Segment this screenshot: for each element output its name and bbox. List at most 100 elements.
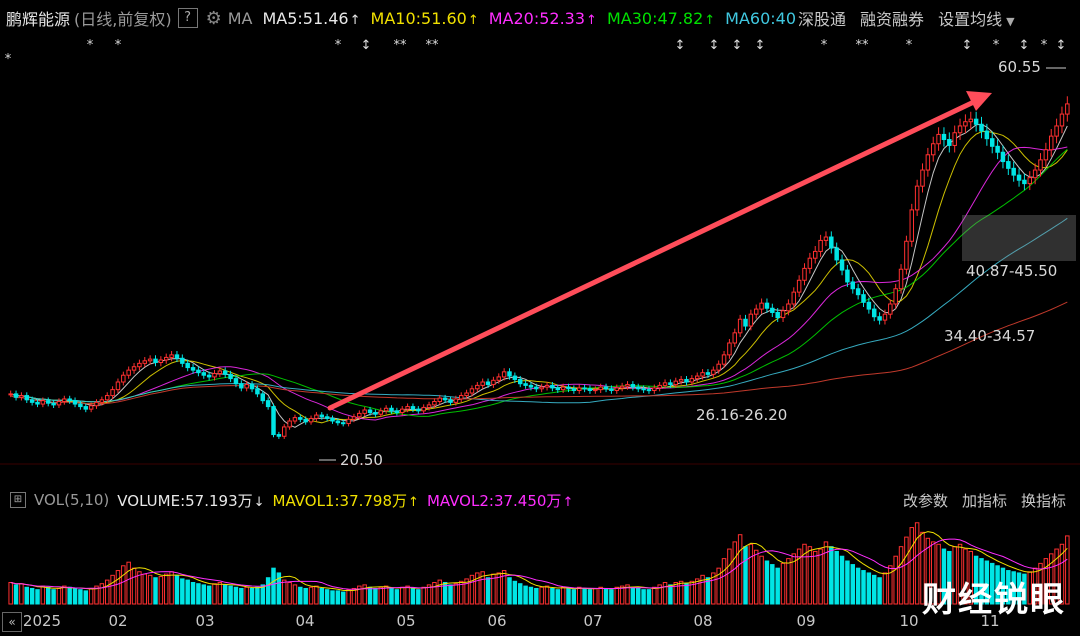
candle-body [62,398,67,402]
candle [163,353,169,364]
candle-body [888,303,893,315]
event-star-icon[interactable]: * [4,52,12,67]
volume-chart[interactable] [0,514,1080,606]
candle-body [142,360,148,364]
candle [281,424,287,439]
ma-settings-button[interactable]: 设置均线 ▼ [938,6,1014,30]
candle-body [206,374,212,378]
event-star-icon[interactable]: * [114,38,122,53]
candle-body [1006,161,1011,169]
candle [67,395,72,404]
candle-body [791,291,797,305]
candle [641,385,646,393]
event-star-icon[interactable]: * [992,38,1000,53]
volume-bar [678,580,684,605]
volume-bar [378,586,384,605]
candle [40,397,46,408]
candle-body [287,420,292,428]
event-arrow-icon[interactable]: ↕ [961,38,973,53]
event-arrow-icon[interactable]: ↕ [1055,38,1067,53]
candle-body [598,386,603,391]
candle [534,383,539,393]
candle [346,416,351,427]
candle-body [587,388,593,391]
chart-mode[interactable]: (日线,前复权) [74,10,172,29]
volume-bar [153,577,158,605]
expand-icon[interactable]: ⊞ [10,492,26,508]
x-tick-label: 03 [195,612,215,630]
candle [555,384,561,393]
candle [759,298,764,314]
event-star-icon[interactable]: * [1040,38,1048,53]
zone-low-label: 26.16-26.20 [696,406,788,424]
event-arrow-icon[interactable]: ↕ [708,38,720,53]
candle-body [83,406,89,410]
event-star-icon[interactable]: * [820,38,828,53]
gear-icon[interactable]: ⚙ [205,7,222,29]
volume-bar [1016,572,1022,605]
candle-body [979,123,984,132]
candle-body [871,308,877,318]
candle [394,407,400,416]
volume-bar [598,586,603,605]
event-star-icon[interactable]: * [905,38,913,53]
candle-body [528,384,534,388]
stock-name[interactable]: 鹏辉能源 [6,10,71,29]
volume-bar [544,585,550,605]
volume-bar [507,577,512,605]
event-star-icon[interactable]: * [86,38,94,53]
event-arrow-icon[interactable]: ↕ [1018,38,1030,53]
volume-bar [839,555,845,605]
hk-connect-link[interactable]: 深股通 [798,10,847,29]
volume-bar [700,574,705,605]
candle [169,351,174,362]
volume-bar [442,582,448,605]
candle [389,405,394,414]
event-star-icon[interactable]: ** [425,38,439,53]
candle-body [550,384,555,389]
volume-bar [281,579,287,605]
x-tick-label: 11 [980,612,1000,630]
candle [571,385,577,394]
volume-bar [314,585,319,605]
candle [405,403,410,413]
scroll-left-icon[interactable]: « [2,612,22,632]
volume-bar [619,585,625,605]
event-arrow-icon[interactable]: ↕ [731,38,743,53]
volume-bar [367,586,373,605]
volume-bar [979,558,984,605]
volume-bar [582,587,587,605]
candle [646,386,652,394]
edit-params-button[interactable]: 改参数 [902,491,948,510]
help-button[interactable]: ? [177,8,198,28]
event-arrow-icon[interactable]: ↕ [754,38,766,53]
switch-indicator-button[interactable]: 换指标 [1020,491,1066,510]
add-indicator-button[interactable]: 加指标 [961,491,1007,510]
volume-bar [330,590,335,605]
candle [56,398,62,409]
candle-body [517,378,523,385]
candle-body [705,372,711,375]
candle-body [110,389,115,397]
candle-body [576,387,582,391]
volume-arrow-icon: ↓ [253,494,265,510]
candle [871,304,877,322]
volume-bar [496,572,502,605]
volume-bar [217,582,223,605]
margin-trading-link[interactable]: 融资融券 [860,10,925,29]
event-arrow-icon[interactable]: ↕ [360,38,372,53]
price-high-label: 60.55 [998,58,1041,76]
candle [378,407,384,418]
event-star-icon[interactable]: ** [393,38,407,53]
candle-body [957,125,963,134]
vol-indicator-name[interactable]: VOL(5,10) [34,491,110,509]
volume-bar [104,579,110,605]
event-arrow-icon[interactable]: ↕ [674,38,686,53]
event-star-icon[interactable]: ** [855,38,869,53]
mavol1-arrow-icon: ↑ [408,494,419,510]
candlestick-chart[interactable] [0,60,1080,476]
event-star-icon[interactable]: * [334,38,342,53]
ma30-text: MA30:47.82 [606,8,704,28]
volume-bar [469,574,475,605]
candle [228,370,233,383]
